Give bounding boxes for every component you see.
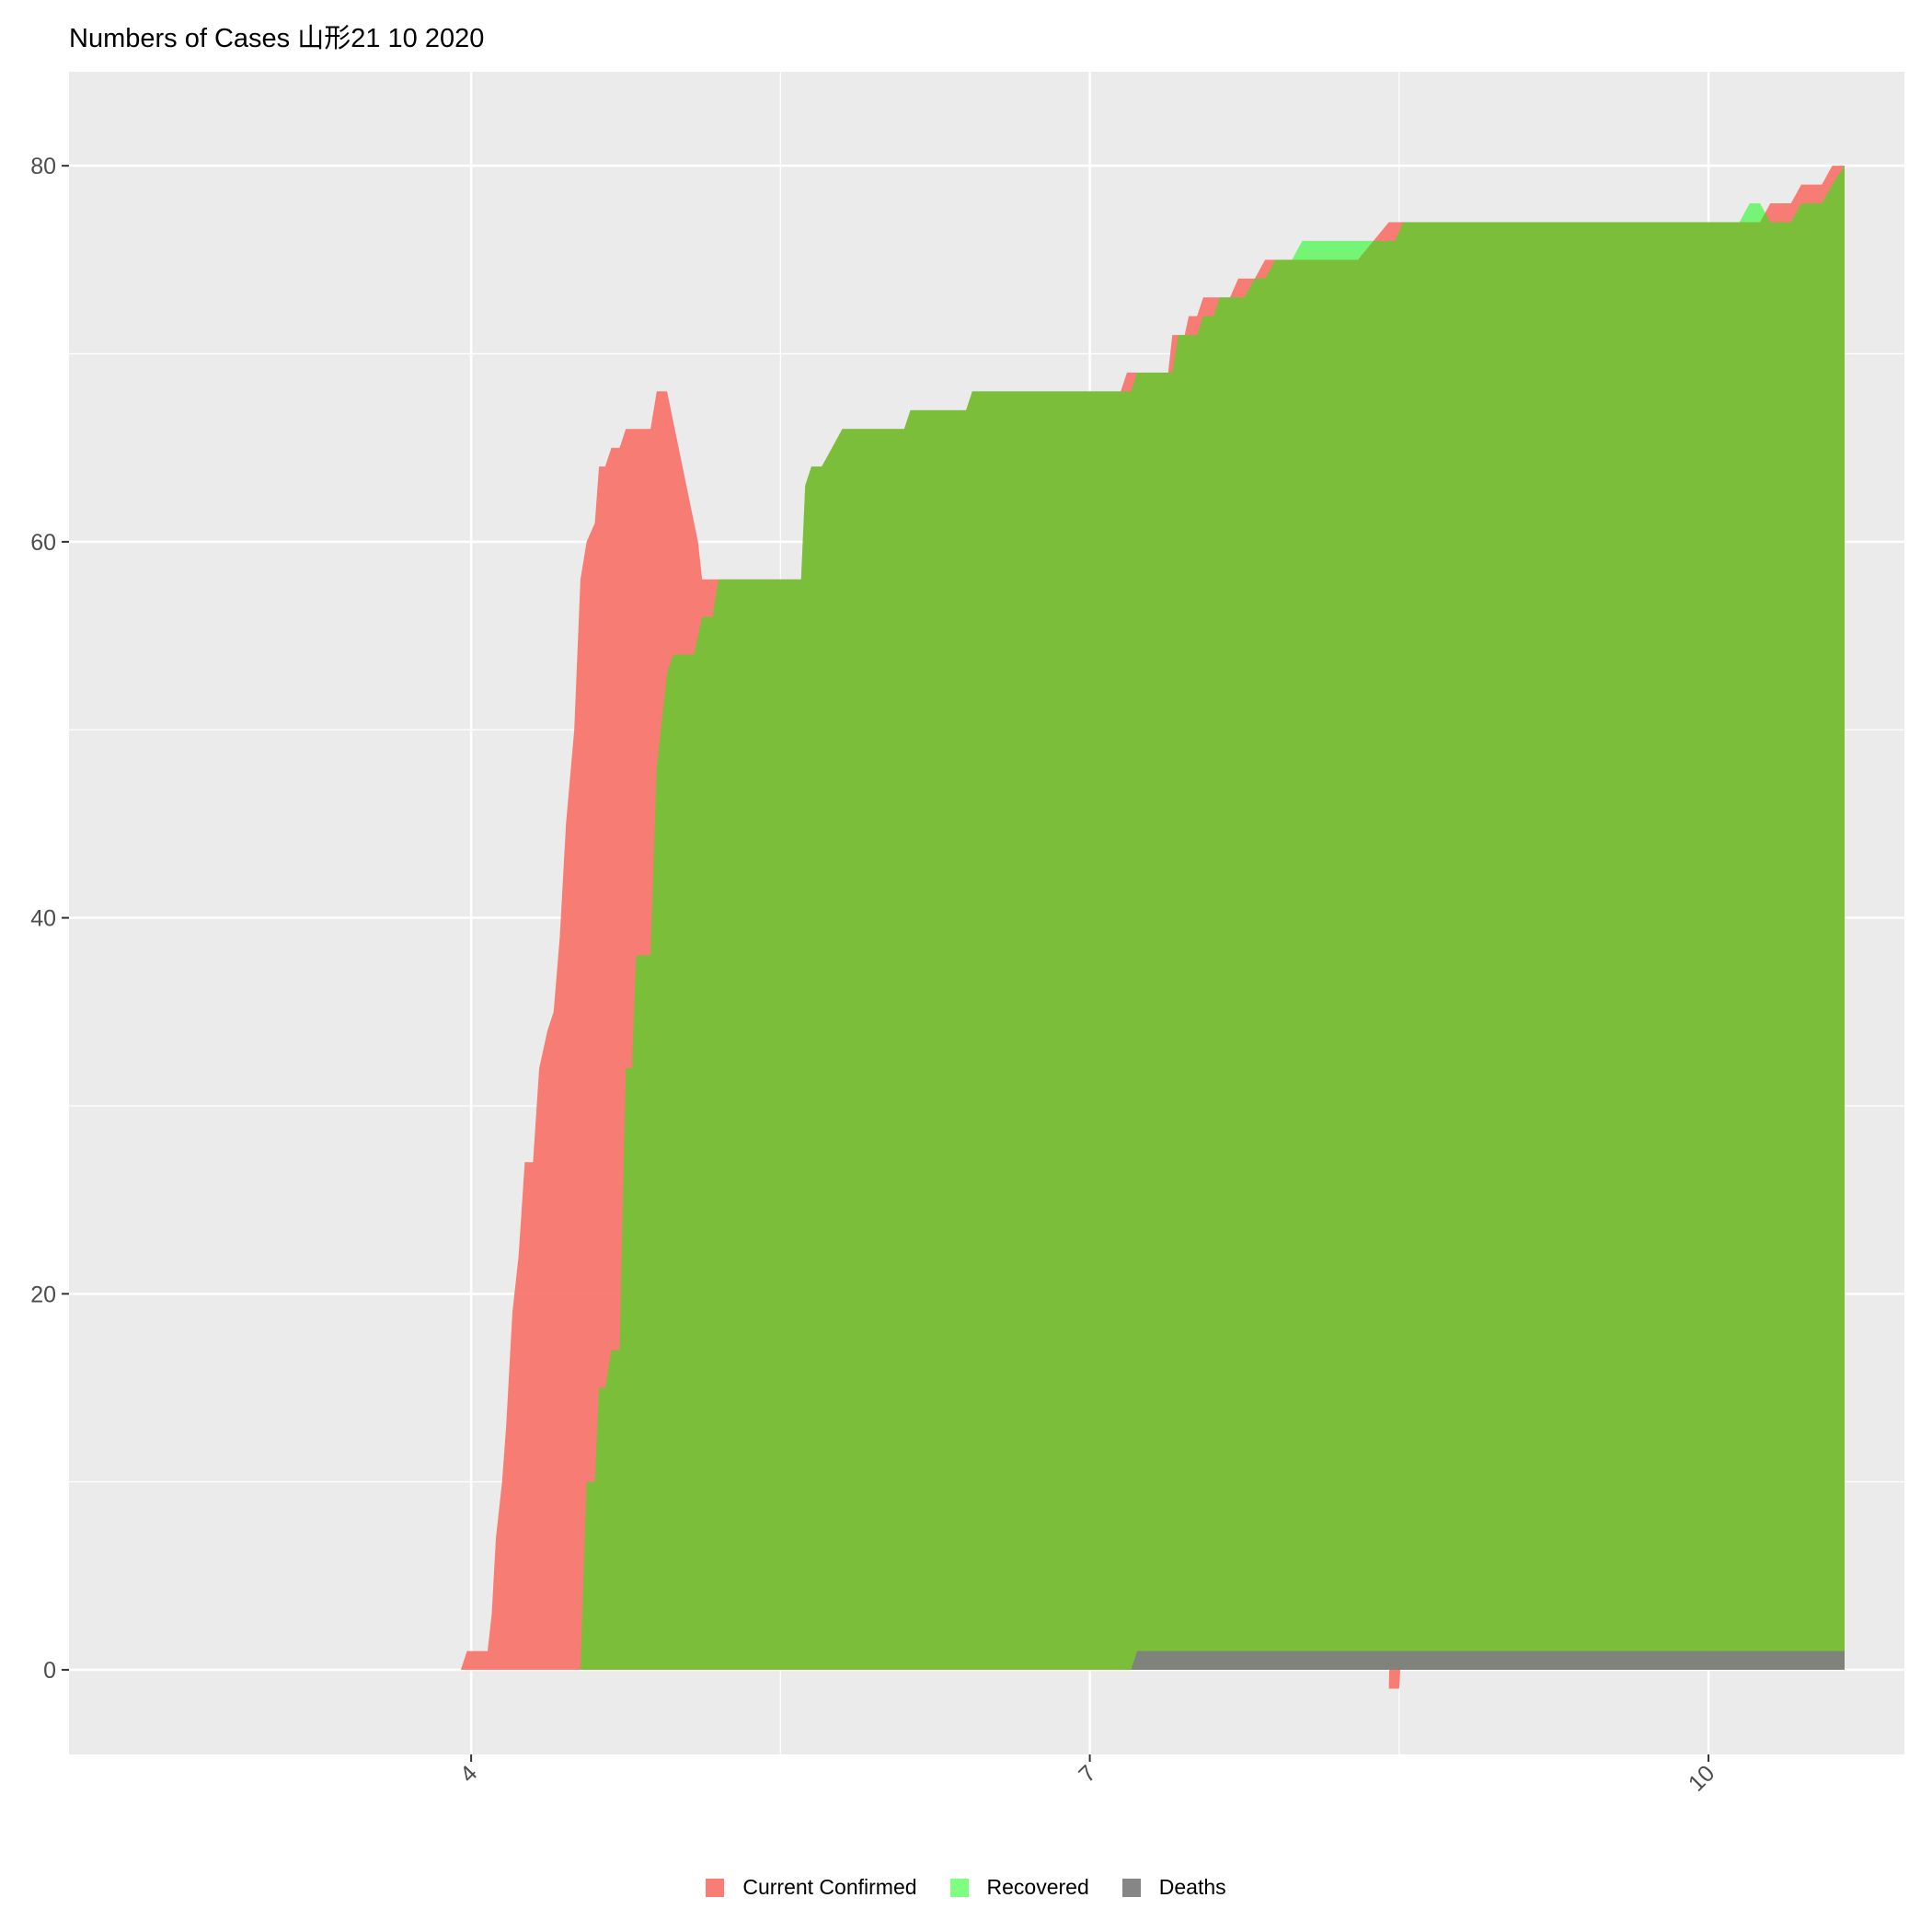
series-areas: [460, 166, 1845, 1689]
x-tick-label: 7: [1074, 1760, 1101, 1788]
chart-title: Numbers of Cases 山形21 10 2020: [69, 24, 485, 53]
y-tick-label: 0: [43, 1658, 56, 1684]
y-tick-label: 60: [30, 530, 56, 556]
legend-label: Recovered: [986, 1875, 1089, 1899]
legend-key: [706, 1878, 725, 1897]
y-tick-label: 20: [30, 1282, 56, 1307]
y-tick-label: 40: [30, 906, 56, 932]
legend-label: Deaths: [1158, 1875, 1226, 1899]
y-tick-label: 80: [30, 154, 56, 179]
y-axis: 0 20 40 60 80: [30, 154, 69, 1684]
legend-key: [949, 1878, 969, 1897]
x-tick-label: 10: [1684, 1760, 1719, 1796]
legend-item: Current Confirmed: [706, 1875, 917, 1900]
legend-label: Current Confirmed: [742, 1875, 917, 1899]
area-recovered: [580, 166, 1845, 1671]
legend-key: [1121, 1878, 1141, 1897]
x-axis: 4 7 10: [455, 1754, 1719, 1797]
legend-item: Recovered: [949, 1875, 1089, 1900]
legend: Current Confirmed Recovered Deaths: [0, 1875, 1932, 1900]
legend-item: Deaths: [1121, 1875, 1226, 1900]
x-tick-label: 4: [455, 1760, 483, 1788]
area-deaths: [1131, 1650, 1845, 1671]
